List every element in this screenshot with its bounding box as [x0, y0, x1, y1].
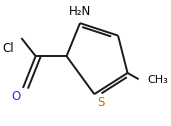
Text: H₂N: H₂N [69, 5, 91, 18]
Text: Cl: Cl [3, 42, 14, 55]
Text: O: O [11, 90, 21, 103]
Text: S: S [98, 96, 105, 109]
Text: CH₃: CH₃ [147, 75, 168, 85]
